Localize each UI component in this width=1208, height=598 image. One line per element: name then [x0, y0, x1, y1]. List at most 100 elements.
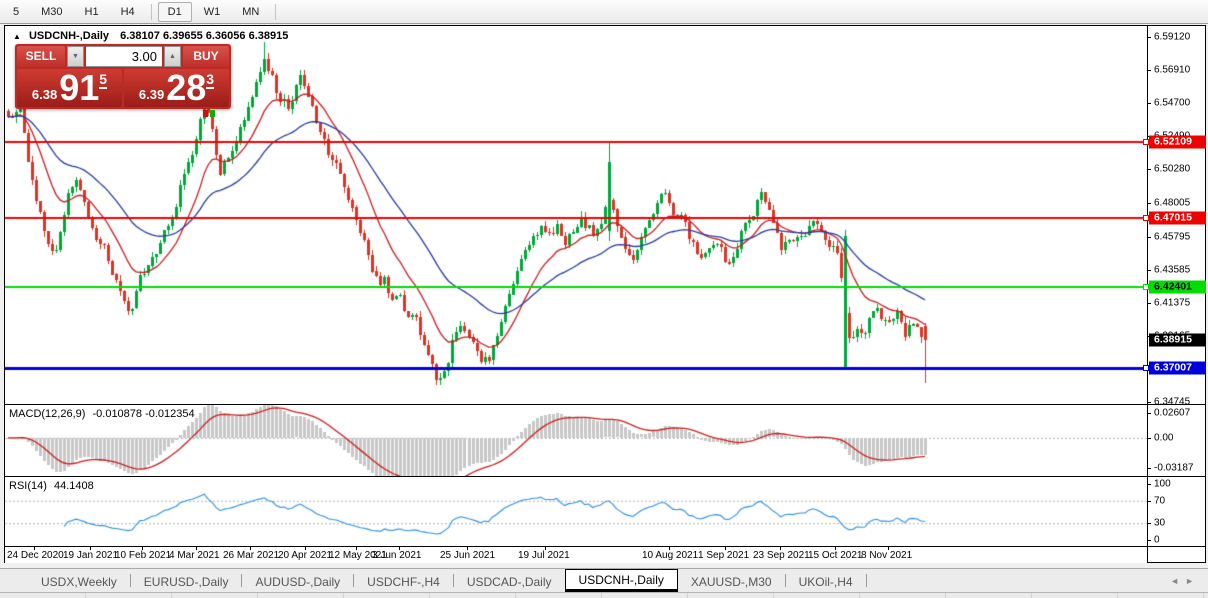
tab-separator — [784, 574, 786, 587]
tab-audusd-daily[interactable]: AUDUSD-,Daily — [255, 575, 341, 589]
horizontal-line-tag-marker[interactable] — [1143, 139, 1149, 146]
date-label: 20 Apr 2021 — [278, 550, 332, 561]
tab-scroll-left-icon[interactable]: ◄ — [1170, 575, 1186, 586]
price-tick-label: 6.41375 — [1154, 297, 1191, 309]
tab-separator — [865, 574, 867, 587]
date-tickmark — [835, 547, 836, 550]
date-label: 24 Dec 2020 — [7, 550, 64, 561]
date-tickmark — [90, 547, 91, 550]
pane-separator — [5, 546, 1205, 547]
tab-usdchf-h4[interactable]: USDCHF-,H4 — [367, 575, 440, 589]
rsi-tick-label: 70 — [1154, 495, 1166, 507]
pane-separator[interactable] — [5, 476, 1205, 477]
buy-button[interactable]: BUY — [183, 46, 229, 67]
tab-eurusd-daily[interactable]: EURUSD-,Daily — [143, 575, 229, 589]
collapse-icon[interactable]: ▲ — [13, 32, 21, 41]
volume-increase-button[interactable]: ▲ — [164, 46, 181, 67]
rsi-tickmark — [1147, 523, 1151, 525]
date-label: 19 Jan 2021 — [63, 550, 119, 561]
toolbar-separator — [150, 3, 152, 20]
buy-price-small: 6.39 — [138, 87, 165, 102]
toolbar-separator — [275, 3, 277, 20]
date-axis[interactable]: 24 Dec 2020 19 Jan 2021 10 Feb 2021 4 Mar 2… — [5, 547, 1147, 563]
date-label: 15 Oct 2021 — [808, 550, 863, 561]
sell-button[interactable]: SELL — [17, 46, 65, 67]
date-label: 23 Sep 2021 — [753, 550, 810, 561]
date-tickmark — [669, 547, 670, 550]
sell-price-small: 6.38 — [31, 87, 58, 102]
tab-separator — [129, 574, 131, 587]
price-tick-label: 6.56910 — [1154, 64, 1191, 76]
timeframe-button-h1[interactable]: H1 — [84, 5, 99, 18]
date-tickmark — [356, 547, 357, 550]
volume-decrease-button[interactable]: ▼ — [67, 46, 84, 67]
chart-ohlc-values: 6.38107 6.39655 6.36056 6.38915 — [120, 30, 289, 42]
horizontal-line-tag[interactable]: 6.37007 — [1149, 361, 1206, 375]
rsi-values: 44.1408 — [53, 480, 94, 492]
volume-input[interactable]: 3.00 — [86, 46, 162, 67]
one-click-trading-panel: SELL ▼ 3.00 ▲ BUY 6.38 91 5 6.39 28 — [15, 44, 231, 117]
date-label: 25 Jun 2021 — [440, 550, 496, 561]
price-tick-label: 6.43585 — [1154, 264, 1191, 276]
buy-price-quote[interactable]: 6.39 28 3 — [124, 69, 229, 107]
macd-tickmark — [1147, 437, 1151, 439]
buy-price-big: 28 — [166, 67, 207, 108]
current-price-tag[interactable]: 6.38915 — [1149, 333, 1206, 347]
rsi-tick-label: 30 — [1154, 517, 1166, 529]
tab-ukoil-h4[interactable]: UKOil-,H4 — [798, 575, 853, 589]
horizontal-line-tag[interactable]: 6.47015 — [1149, 211, 1206, 225]
timeframe-button-m30[interactable]: M30 — [41, 5, 63, 18]
timeframe-button-mn[interactable]: MN — [242, 5, 260, 18]
date-label: 4 Mar 2021 — [169, 550, 220, 561]
macd-tickmark — [1147, 468, 1151, 470]
sell-price-quote[interactable]: 6.38 91 5 — [17, 69, 122, 107]
date-tickmark — [250, 547, 251, 550]
macd-name: MACD(12,26,9) — [9, 408, 86, 420]
rsi-tickmark — [1147, 540, 1151, 541]
tab-separator — [241, 574, 243, 587]
price-tickmark — [1147, 70, 1151, 72]
sell-price-big: 91 — [59, 67, 100, 108]
horizontal-line-tag-marker[interactable] — [1143, 365, 1149, 372]
horizontal-line-tag[interactable]: 6.42401 — [1149, 280, 1206, 294]
rsi-indicator-canvas[interactable] — [5, 477, 1147, 546]
price-tick-label: 6.34745 — [1154, 396, 1191, 408]
chevron-up-icon: ▲ — [169, 53, 176, 60]
timeframe-button-h4[interactable]: H4 — [120, 5, 135, 18]
chart-title: ▲ USDCNH-,Daily 6.38107 6.39655 6.36056 … — [13, 30, 288, 42]
tab-usdx-weekly[interactable]: USDX,Weekly — [41, 575, 117, 589]
price-tickmark — [1147, 169, 1151, 171]
macd-indicator-canvas[interactable] — [5, 405, 1147, 476]
date-label: 26 Mar 2021 — [223, 550, 280, 561]
timeframe-button-d1[interactable]: D1 — [157, 1, 192, 22]
date-tickmark — [142, 547, 143, 550]
timeframe-button-5[interactable]: 5 — [13, 5, 20, 18]
timeframe-button-w1[interactable]: W1 — [203, 5, 221, 18]
pane-separator[interactable] — [5, 404, 1205, 405]
date-tickmark — [34, 547, 35, 550]
horizontal-line-tag-marker[interactable] — [1143, 284, 1149, 291]
price-tickmark — [1147, 37, 1151, 39]
macd-tickmark — [1147, 412, 1151, 414]
tab-usdcad-daily[interactable]: USDCAD-,Daily — [466, 575, 552, 589]
date-tickmark — [780, 547, 781, 550]
tab-usdcnh-daily[interactable]: USDCNH-,Daily — [564, 569, 678, 592]
tab-xauusd-m30[interactable]: XAUUSD-,M30 — [690, 575, 772, 589]
chart-window: ▲ USDCNH-,Daily 6.38107 6.39655 6.36056 … — [4, 25, 1206, 563]
date-label: 19 Jul 2021 — [518, 550, 570, 561]
macd-tick-label: 0.02607 — [1154, 407, 1191, 419]
tab-scroll-right-icon[interactable]: ► — [1185, 575, 1200, 586]
horizontal-line-tag[interactable]: 6.52109 — [1149, 135, 1206, 149]
tab-scroll-arrows[interactable]: ◄► — [1170, 576, 1200, 586]
macd-label: MACD(12,26,9) -0.010878 -0.012354 — [9, 408, 195, 420]
price-tickmark — [1147, 302, 1151, 304]
date-tickmark — [725, 547, 726, 550]
macd-tick-label: 0.00 — [1154, 432, 1174, 444]
tick-direction-indicator — [203, 110, 215, 117]
chart-symbol-period: USDCNH-,Daily — [28, 30, 110, 42]
price-tickmark — [1147, 236, 1151, 238]
date-label: 8 Nov 2021 — [861, 550, 913, 561]
horizontal-line-tag-marker[interactable] — [1143, 215, 1149, 222]
tick-square — [210, 110, 215, 117]
